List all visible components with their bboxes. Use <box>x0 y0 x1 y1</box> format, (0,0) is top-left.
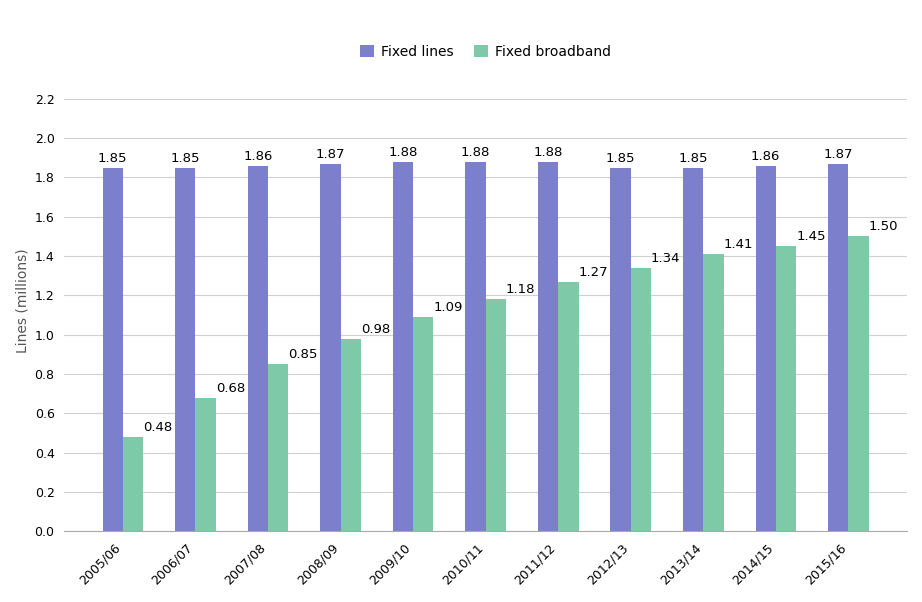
Text: 1.45: 1.45 <box>796 230 825 243</box>
Bar <box>248 166 268 531</box>
Y-axis label: Lines (millions): Lines (millions) <box>15 248 29 353</box>
Bar <box>413 317 433 531</box>
Text: 1.18: 1.18 <box>506 284 536 296</box>
Text: 0.68: 0.68 <box>216 382 245 394</box>
Text: 1.41: 1.41 <box>724 238 753 251</box>
Text: 0.48: 0.48 <box>143 421 172 434</box>
Text: 1.85: 1.85 <box>171 152 200 164</box>
Text: 1.85: 1.85 <box>98 152 127 164</box>
Text: 0.85: 0.85 <box>289 348 318 361</box>
Bar <box>610 167 631 531</box>
Text: 1.27: 1.27 <box>578 265 609 279</box>
Bar <box>466 161 486 531</box>
Legend: Fixed lines, Fixed broadband: Fixed lines, Fixed broadband <box>355 39 617 64</box>
Bar <box>195 397 216 531</box>
Bar <box>703 254 724 531</box>
Text: 1.85: 1.85 <box>606 152 635 164</box>
Text: 1.88: 1.88 <box>388 146 418 159</box>
Bar <box>123 437 143 531</box>
Text: 1.85: 1.85 <box>679 152 708 164</box>
Text: 1.86: 1.86 <box>243 150 273 163</box>
Text: 1.87: 1.87 <box>315 147 345 161</box>
Text: 1.50: 1.50 <box>869 220 898 234</box>
Bar <box>175 167 195 531</box>
Bar <box>393 161 413 531</box>
Text: 1.88: 1.88 <box>461 146 491 159</box>
Bar <box>775 246 796 531</box>
Bar <box>683 167 703 531</box>
Bar <box>538 161 558 531</box>
Bar <box>340 338 361 531</box>
Bar <box>486 299 506 531</box>
Bar <box>755 166 775 531</box>
Text: 1.86: 1.86 <box>751 150 780 163</box>
Text: 1.34: 1.34 <box>651 252 680 265</box>
Text: 1.87: 1.87 <box>823 147 853 161</box>
Text: 0.98: 0.98 <box>361 323 390 335</box>
Text: 1.88: 1.88 <box>533 146 562 159</box>
Bar <box>828 164 848 531</box>
Bar <box>631 268 651 531</box>
Bar <box>102 167 123 531</box>
Bar <box>558 282 578 531</box>
Bar <box>268 364 289 531</box>
Bar <box>848 237 869 531</box>
Text: 1.09: 1.09 <box>433 301 463 314</box>
Bar <box>320 164 340 531</box>
